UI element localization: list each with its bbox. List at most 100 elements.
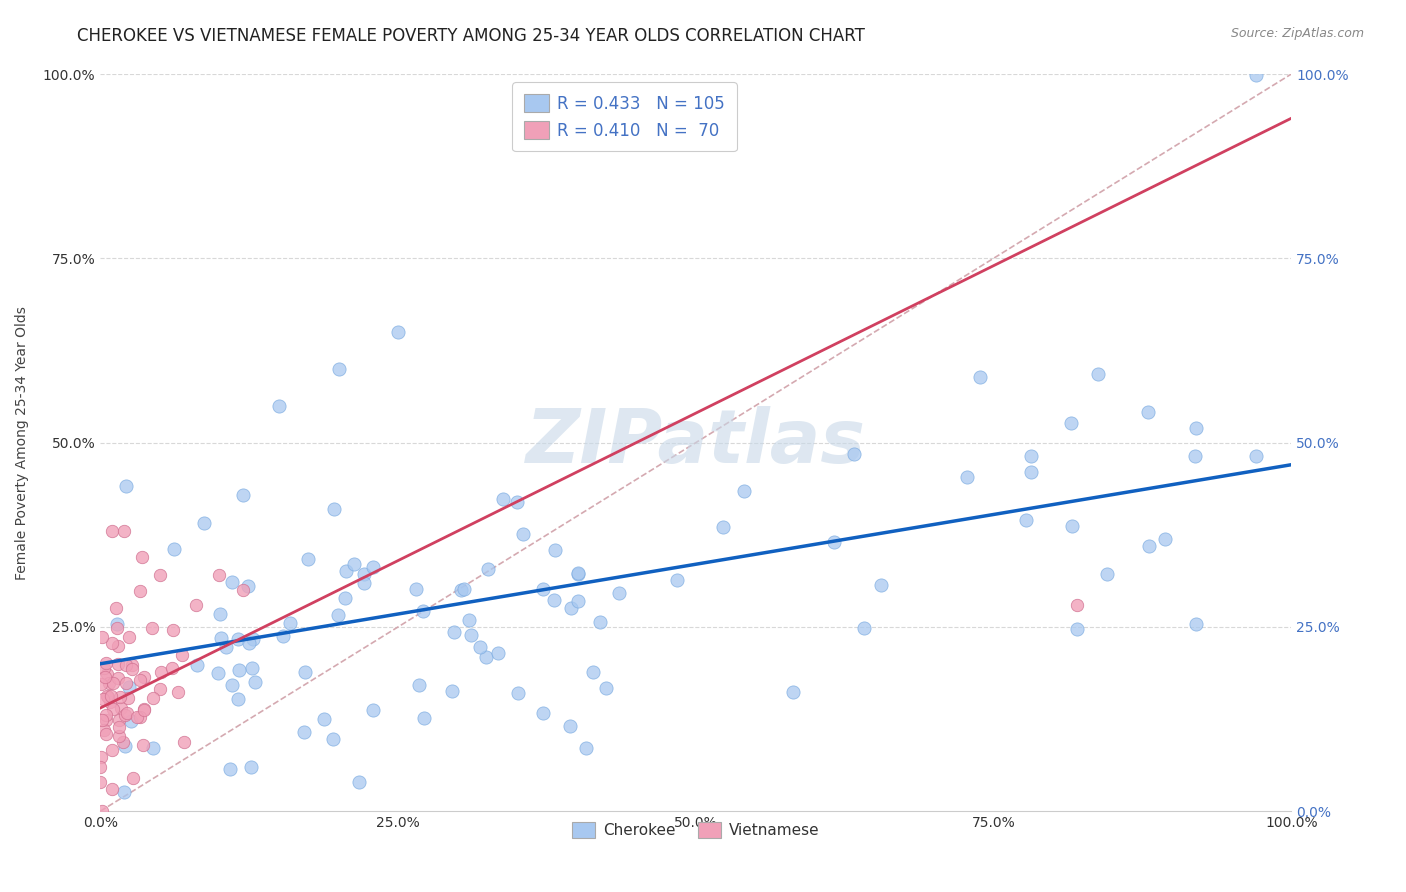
Point [589,615,612,629]
Point [207,665,229,680]
Point [560,600,582,615]
Point [107,671,129,685]
Point [129,584,152,599]
Point [129,673,152,687]
Point [453,582,475,596]
Point [228,663,250,677]
Point [969,370,991,384]
Point [267,399,290,413]
Point [193,516,215,531]
Point [1066,598,1088,612]
Point [96,689,118,703]
Point [112,785,135,799]
Point [361,703,384,717]
Point [93,723,115,738]
Point [132,738,155,752]
Point [120,714,142,728]
Point [101,524,124,538]
Point [607,586,630,600]
Point [90,677,112,691]
Point [666,573,689,587]
Point [149,682,172,697]
Point [94,656,117,670]
Point [107,639,129,653]
Point [353,576,375,591]
Point [162,623,184,637]
Point [328,362,350,376]
Point [101,782,124,797]
Point [108,690,131,705]
Point [1137,405,1160,419]
Point [219,762,242,776]
Point [1095,567,1118,582]
Point [450,582,472,597]
Point [486,646,509,660]
Point [115,706,138,720]
Point [208,607,231,622]
Point [226,692,249,706]
Point [531,582,554,596]
Point [567,594,589,608]
Point [347,775,370,789]
Point [98,695,121,709]
Text: ZIPatlas: ZIPatlas [526,406,866,479]
Point [844,447,866,461]
Point [101,702,124,716]
Point [353,567,375,582]
Point [491,491,513,506]
Point [141,621,163,635]
Text: CHEROKEE VS VIETNAMESE FEMALE POVERTY AMONG 25-34 YEAR OLDS CORRELATION CHART: CHEROKEE VS VIETNAMESE FEMALE POVERTY AM… [77,27,865,45]
Point [468,640,491,654]
Point [297,552,319,566]
Point [1184,449,1206,463]
Point [1154,533,1177,547]
Point [271,629,294,643]
Legend: Cherokee, Vietnamese: Cherokee, Vietnamese [567,816,825,844]
Point [170,648,193,662]
Point [852,621,875,635]
Point [531,706,554,721]
Point [115,657,138,672]
Point [125,710,148,724]
Point [209,631,232,645]
Point [278,616,301,631]
Point [413,711,436,725]
Point [97,690,120,704]
Point [512,527,534,541]
Point [1019,465,1042,479]
Point [238,636,260,650]
Point [111,734,134,748]
Point [149,665,172,679]
Point [91,631,114,645]
Point [215,640,238,655]
Point [343,557,366,571]
Point [115,676,138,690]
Point [733,484,755,499]
Point [101,636,124,650]
Point [506,494,529,508]
Point [322,731,344,746]
Point [405,582,427,597]
Point [101,743,124,757]
Point [240,760,263,774]
Point [1060,518,1083,533]
Point [108,713,131,727]
Point [118,631,141,645]
Point [131,549,153,564]
Point [387,325,409,339]
Point [1060,416,1083,430]
Point [294,665,316,680]
Point [567,566,589,580]
Point [91,713,114,727]
Point [108,720,131,734]
Point [1137,539,1160,553]
Point [221,575,243,590]
Point [1185,421,1208,435]
Point [94,670,117,684]
Point [93,661,115,675]
Point [104,601,127,615]
Point [567,567,589,582]
Point [322,501,344,516]
Point [408,678,430,692]
Point [208,568,231,582]
